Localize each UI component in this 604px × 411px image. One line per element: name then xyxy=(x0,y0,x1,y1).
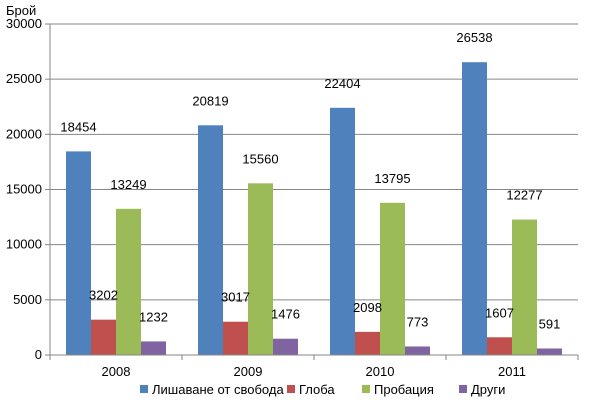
legend-label: Лишаване от свобода xyxy=(152,382,284,397)
y-tick-label: 10000 xyxy=(6,237,42,252)
data-label: 591 xyxy=(539,316,561,331)
bar xyxy=(273,338,298,355)
bar xyxy=(537,348,562,355)
y-axis-title: Брой xyxy=(6,3,36,18)
bar xyxy=(116,208,141,355)
bar xyxy=(198,125,223,356)
bar xyxy=(330,107,355,355)
bars xyxy=(66,62,562,356)
data-label: 26538 xyxy=(456,30,492,45)
data-label: 1232 xyxy=(139,309,168,324)
legend-label: Други xyxy=(471,382,505,397)
bar xyxy=(355,331,380,355)
x-tick-label: 2011 xyxy=(498,364,526,379)
legend-label: Пробация xyxy=(374,382,434,397)
legend: Лишаване от свобода Глоба Пробация Други xyxy=(140,382,505,397)
legend-swatch xyxy=(362,385,370,393)
x-tick-label: 2009 xyxy=(234,364,263,379)
bar xyxy=(462,62,487,356)
data-label: 13795 xyxy=(374,171,410,186)
data-label: 3202 xyxy=(89,288,118,303)
legend-swatch xyxy=(459,385,467,393)
y-tick-label: 25000 xyxy=(6,71,42,86)
x-tick-label: 2008 xyxy=(102,364,131,379)
data-label: 773 xyxy=(407,314,429,329)
legend-label: Глоба xyxy=(299,382,335,397)
data-label: 13249 xyxy=(110,177,146,192)
data-label: 2098 xyxy=(353,300,382,315)
bar xyxy=(487,337,512,355)
axes: 0 5000 10000 15000 20000 25000 30000 2008 2009 20… xyxy=(6,16,579,379)
data-label: 20819 xyxy=(192,93,228,108)
legend-swatch xyxy=(287,385,295,393)
data-label: 3017 xyxy=(221,290,250,305)
data-label: 1607 xyxy=(485,305,514,320)
data-label: 18454 xyxy=(60,119,96,134)
y-tick-label: 15000 xyxy=(6,182,42,197)
bar xyxy=(223,321,248,355)
y-tick-label: 5000 xyxy=(13,292,42,307)
data-label: 15560 xyxy=(242,151,278,166)
bar xyxy=(66,151,91,355)
bar xyxy=(248,183,273,355)
y-tick-label: 0 xyxy=(35,347,42,362)
data-label: 22404 xyxy=(324,76,360,91)
data-label: 1476 xyxy=(271,307,300,322)
x-tick-label: 2010 xyxy=(366,364,395,379)
bar xyxy=(141,341,166,355)
bar xyxy=(91,319,116,355)
y-tick-label: 20000 xyxy=(6,126,42,141)
data-labels: 18454 3202 13249 1232 20819 3017 15560 1476 2240… xyxy=(60,30,560,331)
bar xyxy=(380,202,405,355)
y-tick-label: 30000 xyxy=(6,16,42,31)
data-label: 12277 xyxy=(506,188,542,203)
legend-swatch xyxy=(140,385,148,393)
bar xyxy=(405,346,430,355)
bar xyxy=(512,219,537,355)
